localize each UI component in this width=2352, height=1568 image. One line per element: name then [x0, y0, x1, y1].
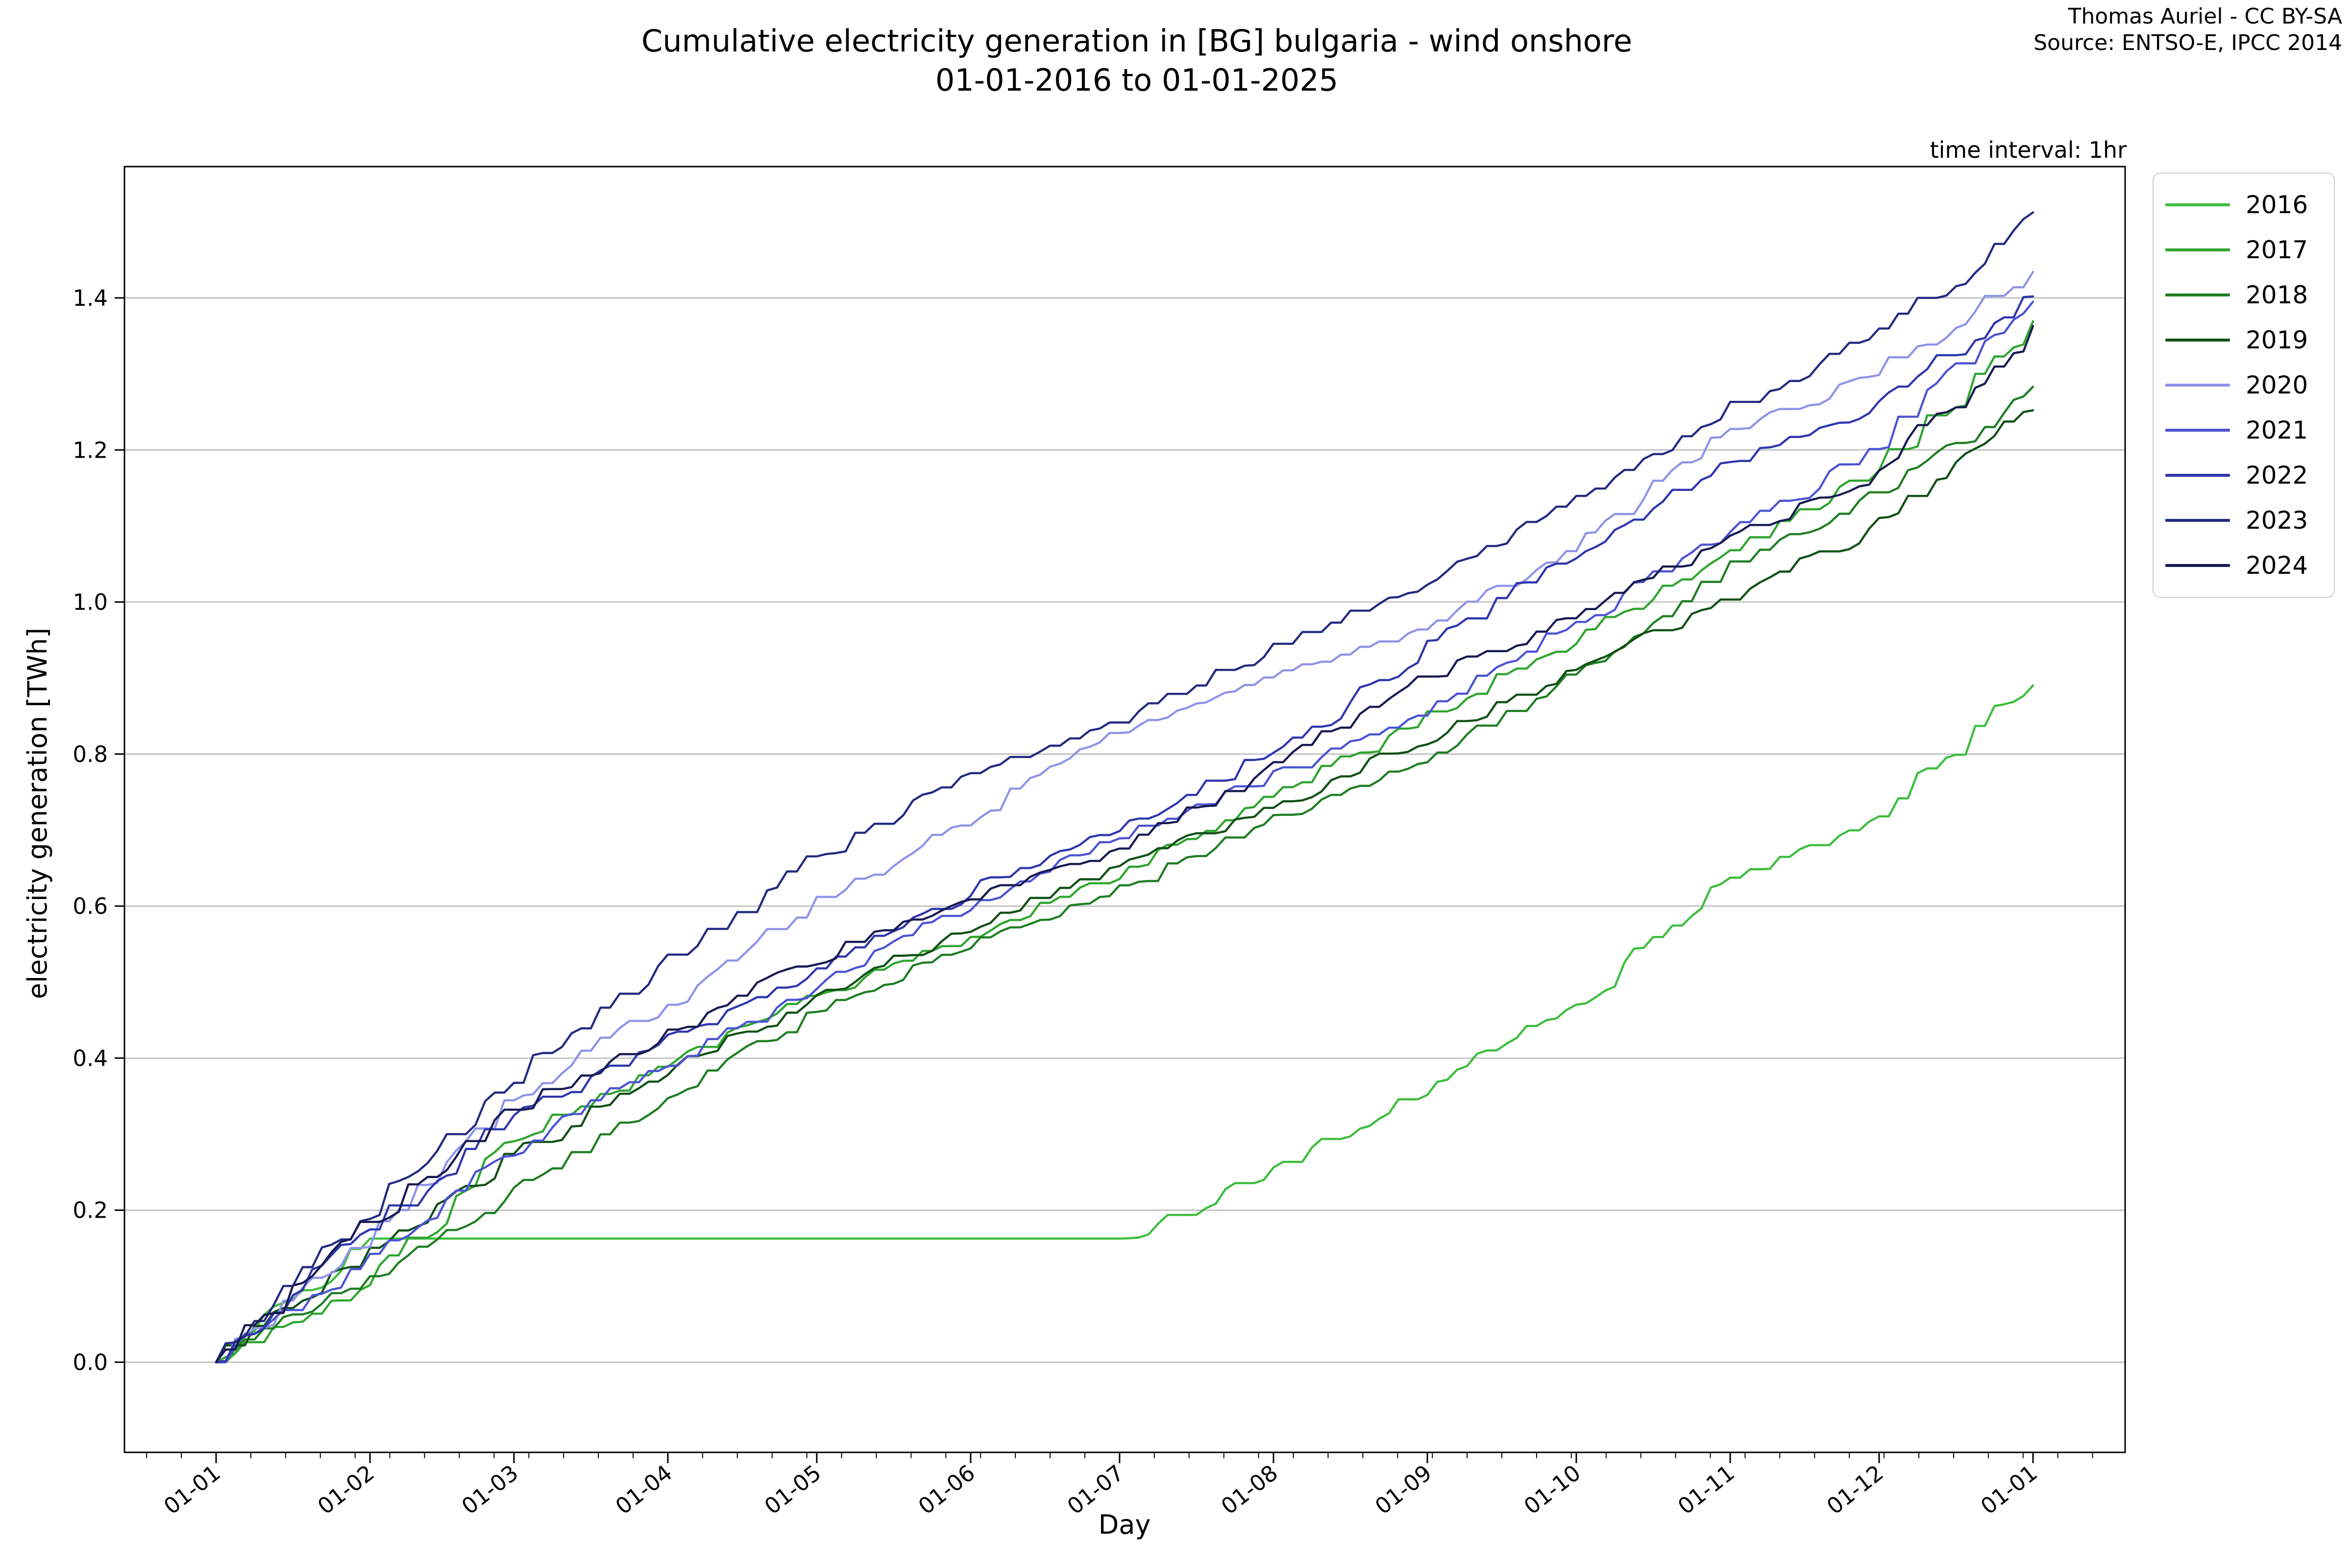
- legend-item-2022: 2022: [2165, 453, 2322, 498]
- plot-border: [123, 166, 2126, 1453]
- legend-label-2022: 2022: [2246, 461, 2308, 490]
- legend-label-2021: 2021: [2246, 416, 2308, 444]
- legend-label-2018: 2018: [2246, 281, 2308, 309]
- legend-swatch-2016: [2165, 203, 2230, 206]
- x-tick-label-7: 01-08: [1216, 1460, 1283, 1519]
- x-tick-label-3: 01-04: [611, 1460, 677, 1519]
- series-line-2017: [215, 320, 2034, 1364]
- legend-swatch-2019: [2165, 339, 2230, 342]
- x-tick-label-5: 01-06: [913, 1460, 980, 1519]
- chart-title-line2: 01-01-2016 to 01-01-2025: [935, 62, 1338, 98]
- legend-label-2017: 2017: [2246, 236, 2308, 264]
- legend-item-2023: 2023: [2165, 498, 2322, 543]
- y-tick-label-0.8: 0.8: [73, 741, 108, 767]
- y-tick-label-1.0: 1.0: [73, 589, 108, 615]
- x-tick-label-12: 01-01: [1976, 1460, 2042, 1519]
- legend-label-2019: 2019: [2246, 326, 2308, 354]
- x-tick-label-0: 01-01: [159, 1460, 225, 1519]
- legend-swatch-2017: [2165, 248, 2230, 251]
- x-tick-label-8: 01-09: [1370, 1460, 1437, 1519]
- attribution-author: Thomas Auriel - CC BY-SA: [2068, 4, 2342, 29]
- attribution-source: Source: ENTSO-E, IPCC 2014: [2034, 30, 2342, 55]
- x-tick-label-4: 01-05: [760, 1460, 826, 1519]
- legend-item-2024: 2024: [2165, 543, 2322, 588]
- series-line-2016: [215, 684, 2034, 1364]
- series-line-2018: [215, 386, 2034, 1364]
- series-line-2024: [215, 325, 2034, 1364]
- chart-title-line1: Cumulative electricity generation in [BG…: [641, 23, 1632, 59]
- y-tick-label-0.0: 0.0: [73, 1349, 108, 1375]
- series-line-2021: [215, 300, 2034, 1364]
- legend-item-2016: 2016: [2165, 182, 2322, 227]
- y-tick-label-1.4: 1.4: [73, 285, 108, 311]
- legend-label-2024: 2024: [2246, 551, 2308, 580]
- series-line-2019: [215, 409, 2034, 1364]
- x-tick-label-2: 01-03: [457, 1460, 523, 1519]
- legend-item-2017: 2017: [2165, 227, 2322, 272]
- legend-item-2019: 2019: [2165, 318, 2322, 363]
- series-line-2022: [215, 295, 2034, 1364]
- legend-swatch-2024: [2165, 564, 2230, 567]
- y-tick-label-0.2: 0.2: [73, 1198, 108, 1224]
- legend-label-2023: 2023: [2246, 506, 2308, 535]
- legend-swatch-2022: [2165, 474, 2230, 477]
- legend-swatch-2021: [2165, 429, 2230, 432]
- y-axis-label: electricity generation [TWh]: [22, 628, 53, 999]
- data-series: [215, 211, 2034, 1364]
- x-tick-label-10: 01-11: [1673, 1460, 1740, 1519]
- series-line-2023: [215, 211, 2034, 1364]
- x-tick-label-11: 01-12: [1822, 1460, 1888, 1519]
- y-tick-label-0.4: 0.4: [73, 1045, 108, 1071]
- y-tick-label-0.6: 0.6: [73, 893, 108, 919]
- time-interval-note: time interval: 1hr: [1930, 137, 2127, 163]
- legend-item-2021: 2021: [2165, 408, 2322, 453]
- legend-label-2016: 2016: [2246, 191, 2308, 219]
- x-axis-label: Day: [1099, 1509, 1151, 1540]
- gridlines: [124, 297, 2125, 1363]
- legend: 2016 2017 2018 2019 2020 2021 2022 2023 2024: [2153, 172, 2335, 598]
- legend-item-2018: 2018: [2165, 272, 2322, 318]
- legend-swatch-2023: [2165, 519, 2230, 522]
- x-tick-label-1: 01-02: [313, 1460, 379, 1519]
- legend-label-2020: 2020: [2246, 371, 2308, 399]
- series-line-2020: [215, 270, 2034, 1364]
- legend-swatch-2018: [2165, 294, 2230, 296]
- legend-item-2020: 2020: [2165, 363, 2322, 408]
- legend-swatch-2020: [2165, 384, 2230, 387]
- axes: [115, 166, 2126, 1463]
- x-tick-label-9: 01-10: [1519, 1460, 1586, 1519]
- y-tick-label-1.2: 1.2: [73, 437, 108, 463]
- tick-labels: 0.0 0.2 0.4 0.6 0.8 1.0 1.2 1.4 01-01 01-02 01-03 0…: [73, 285, 2042, 1519]
